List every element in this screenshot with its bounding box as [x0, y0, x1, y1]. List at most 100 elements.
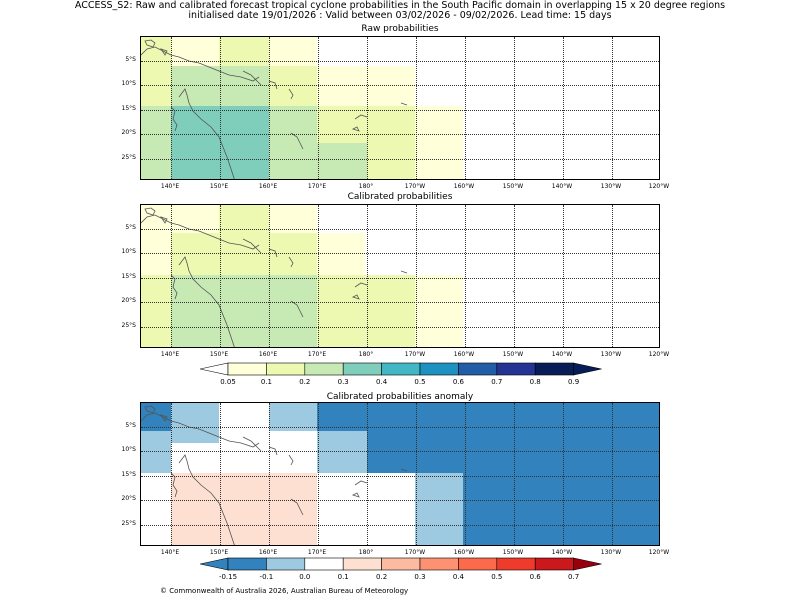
longitude-label: 160°E — [258, 183, 278, 190]
longitude-label: 150°W — [502, 183, 524, 190]
parallel-gridline — [141, 134, 659, 135]
probability-region — [317, 233, 365, 275]
latitude-label: 15°S — [121, 105, 136, 112]
meridian-gridline — [171, 205, 172, 347]
parallel-gridline — [141, 427, 659, 428]
coastline-segment — [242, 238, 262, 254]
longitude-label: 180° — [358, 183, 374, 190]
coastline-segment — [290, 132, 304, 150]
panel-title-raw: Raw probabilities — [361, 24, 439, 34]
colorbar-segment — [227, 557, 267, 571]
colorbar-tick-label: 0.1 — [260, 378, 272, 386]
latitude-label: 5°S — [125, 422, 136, 429]
probability-region — [141, 431, 171, 473]
probability-region — [171, 275, 317, 347]
colorbar-segment — [534, 557, 574, 571]
colorbar-tick-label: -0.15 — [218, 573, 238, 581]
colorbar-segment — [342, 557, 382, 571]
longitude-label: 130°W — [600, 183, 622, 190]
meridian-gridline — [220, 403, 221, 545]
probability-region — [141, 106, 171, 179]
coastline-segment — [141, 46, 260, 82]
probability-region — [317, 143, 367, 179]
meridian-gridline — [318, 403, 319, 545]
probability-region — [415, 473, 463, 545]
latitude-label: 5°S — [125, 56, 136, 63]
colorbar-tick-label: 0.6 — [452, 378, 464, 386]
coastline-segment — [144, 39, 156, 48]
colorbar-tick-label: 0.5 — [414, 378, 426, 386]
parallel-gridline — [141, 451, 659, 452]
probability-region — [141, 66, 171, 106]
parallel-gridline — [141, 110, 659, 111]
coastline-segment — [354, 480, 368, 486]
colorbar-tick-label: 0.8 — [529, 378, 541, 386]
meridian-gridline — [171, 403, 172, 545]
parallel-gridline — [141, 229, 659, 230]
coastline-segment — [170, 472, 178, 498]
colorbar-segment — [496, 362, 536, 376]
longitude-label: 170°E — [307, 351, 327, 358]
probability-region — [317, 106, 415, 143]
meridian-gridline — [367, 403, 368, 545]
probability-region — [269, 106, 317, 179]
panel-title-calibrated: Calibrated probabilities — [347, 192, 453, 202]
meridian-gridline — [612, 205, 613, 347]
meridian-gridline — [612, 403, 613, 545]
colorbar-tick-label: 0.2 — [376, 573, 388, 581]
colorbar-tick-label: 0.0 — [299, 573, 311, 581]
coastline-segment — [160, 414, 168, 422]
meridian-gridline — [171, 37, 172, 179]
longitude-label: 170°W — [404, 549, 426, 556]
meridian-gridline — [220, 37, 221, 179]
longitude-label: 130°W — [600, 351, 622, 358]
colorbar-segment — [304, 362, 344, 376]
coastline-segment — [400, 102, 408, 106]
longitude-label: 130°W — [600, 549, 622, 556]
longitude-label: 140°W — [551, 183, 573, 190]
longitude-label: 140°E — [160, 183, 180, 190]
longitude-label: 180° — [358, 351, 374, 358]
colorbar-segment — [419, 557, 459, 571]
meridian-gridline — [318, 205, 319, 347]
probability-region — [269, 66, 317, 106]
colorbar-tick-label: 0.3 — [414, 573, 426, 581]
coastline-segment — [170, 274, 178, 300]
latitude-label: 15°S — [121, 471, 136, 478]
meridian-gridline — [416, 205, 417, 347]
probability-colorbar — [200, 362, 602, 376]
longitude-label: 160°W — [453, 351, 475, 358]
colorbar-arrow-right — [573, 557, 602, 571]
coastline-segment — [160, 48, 168, 56]
colorbar-tick-label: 0.2 — [299, 378, 311, 386]
colorbar-arrow-right — [573, 362, 602, 376]
raw-probabilities-map — [140, 36, 660, 180]
probability-region — [463, 473, 659, 545]
coastline-segment — [354, 114, 368, 120]
meridian-gridline — [563, 37, 564, 179]
colorbar-segment — [458, 362, 498, 376]
colorbar-tick-label: 0.4 — [452, 573, 464, 581]
longitude-label: 120°W — [648, 351, 670, 358]
probability-region — [415, 106, 463, 179]
coastline-segment — [144, 405, 156, 414]
coastline-segment — [354, 282, 368, 288]
colorbar-tick-label: 0.6 — [529, 573, 541, 581]
colorbar-segment — [534, 362, 574, 376]
probability-region — [415, 275, 463, 347]
coastline-segment — [351, 294, 360, 300]
meridian-gridline — [514, 403, 515, 545]
parallel-gridline — [141, 500, 659, 501]
parallel-gridline — [141, 61, 659, 62]
coastline-segment — [290, 498, 304, 516]
meridian-gridline — [563, 403, 564, 545]
parallel-gridline — [141, 327, 659, 328]
copyright-footer: © Commonwealth of Australia 2026, Austra… — [160, 587, 409, 595]
probability-region — [317, 275, 415, 347]
meridian-gridline — [612, 37, 613, 179]
latitude-label: 10°S — [121, 80, 136, 87]
longitude-label: 140°E — [160, 549, 180, 556]
longitude-label: 170°W — [404, 351, 426, 358]
colorbar-arrow-left — [200, 362, 229, 376]
longitude-label: 160°W — [453, 549, 475, 556]
